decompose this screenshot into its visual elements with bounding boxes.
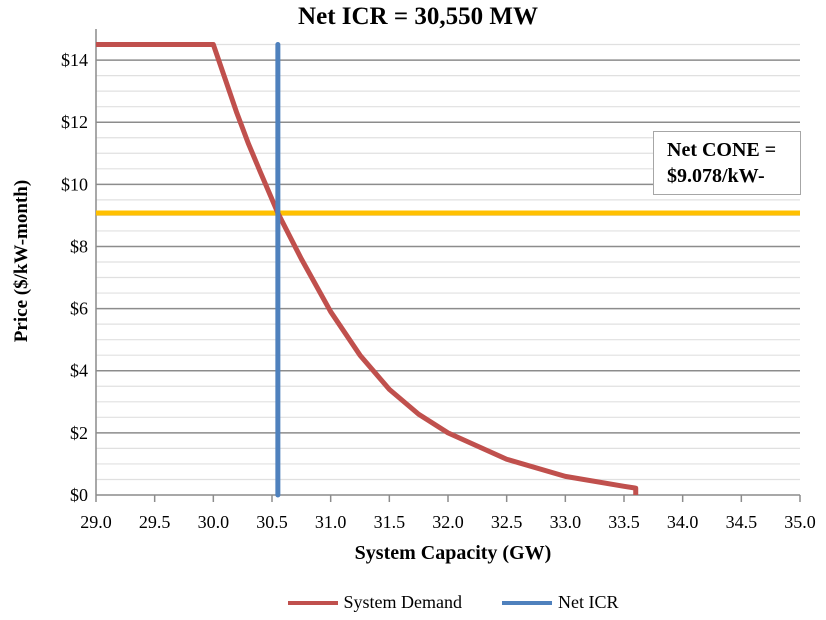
- y-tick-label: $4: [70, 361, 88, 381]
- legend-item-system-demand: System Demand: [287, 592, 463, 613]
- x-axis-label: System Capacity (GW): [354, 542, 552, 564]
- chart-title: Net ICR = 30,550 MW: [298, 3, 538, 30]
- x-tick-label: 33.5: [608, 512, 640, 532]
- x-tick-label: 29.5: [139, 512, 171, 532]
- x-tick-label: 34.5: [726, 512, 758, 532]
- y-tick-label: $0: [70, 485, 88, 505]
- legend-item-net-icr: Net ICR: [502, 592, 619, 613]
- x-tick-label: 35.0: [784, 512, 816, 532]
- x-tick-label: 30.0: [198, 512, 230, 532]
- legend: System Demand Net ICR: [0, 592, 826, 613]
- annotation-line-2: $9.078/kW-: [667, 165, 765, 187]
- x-tick-label: 32.0: [432, 512, 464, 532]
- system-demand-line: [96, 42, 639, 495]
- y-tick-label: $2: [70, 423, 88, 443]
- annotation-line-1: Net CONE =: [667, 139, 777, 161]
- legend-label: Net ICR: [558, 592, 619, 612]
- y-tick-label: $12: [61, 112, 88, 132]
- legend-swatch: [502, 600, 552, 605]
- x-tick-label: 29.0: [80, 512, 112, 532]
- y-tick-label: $14: [61, 50, 88, 70]
- net-cone-annotation: Net CONE = $9.078/kW-: [653, 131, 801, 195]
- x-tick-label: 32.5: [491, 512, 523, 532]
- x-tick-label: 30.5: [256, 512, 288, 532]
- y-tick-label: $6: [70, 299, 88, 319]
- x-tick-label: 33.0: [550, 512, 582, 532]
- y-tick-label: $8: [70, 236, 88, 256]
- y-axis-label: Price ($/kW-month): [11, 179, 32, 343]
- legend-label: System Demand: [343, 592, 463, 612]
- x-tick-label: 31.0: [315, 512, 347, 532]
- x-tick-label: 34.0: [667, 512, 699, 532]
- y-tick-label: $10: [61, 174, 88, 194]
- legend-swatch: [287, 600, 338, 605]
- x-tick-label: 31.5: [374, 512, 406, 532]
